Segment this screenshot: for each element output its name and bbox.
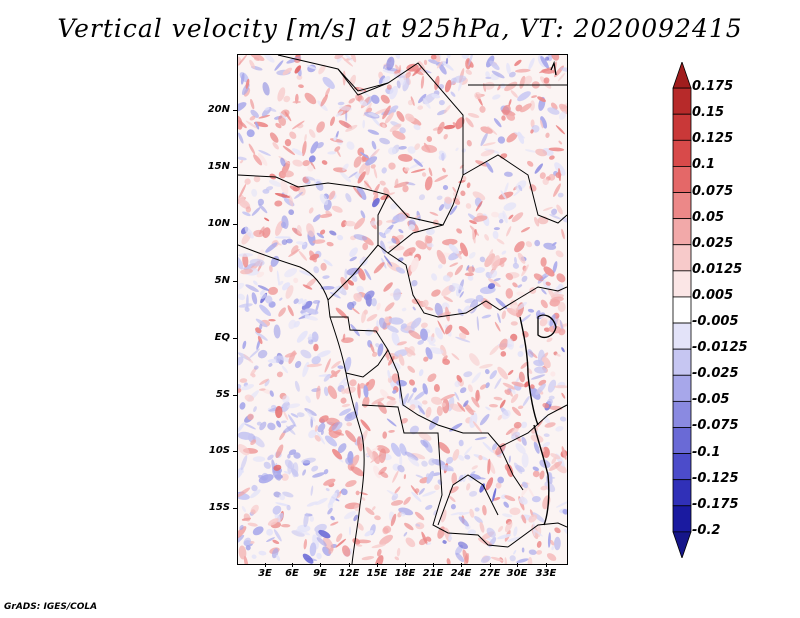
border-line xyxy=(345,349,389,378)
colorbar-level-label: 0.125 xyxy=(692,131,734,147)
border-line xyxy=(361,404,509,548)
lon-tick xyxy=(517,563,518,567)
colorbar-level-label: -0.025 xyxy=(692,366,739,382)
footer-credit: GrADS: IGES/COLA xyxy=(4,602,98,612)
lon-tick xyxy=(292,563,293,567)
colorbar-level-label: 0.0125 xyxy=(692,261,743,277)
colorbar-cell xyxy=(672,505,692,533)
border-line xyxy=(238,55,464,226)
lat-label: 15N xyxy=(207,161,230,172)
lake-outline xyxy=(533,424,550,526)
colorbar-level-label: 0.05 xyxy=(692,209,725,225)
lon-label: 27E xyxy=(479,568,501,579)
colorbar-cell xyxy=(672,62,692,89)
lon-label: 21E xyxy=(422,568,444,579)
lon-label: 12E xyxy=(338,568,360,579)
lat-label: 5N xyxy=(214,275,230,286)
lon-label: 15E xyxy=(366,568,388,579)
border-line xyxy=(337,68,389,92)
country-borders xyxy=(238,55,567,564)
map-title: Vertical velocity [m/s] at 925hPa, VT: 2… xyxy=(57,14,743,43)
lat-label: 15S xyxy=(208,502,230,513)
lake-outline xyxy=(550,60,557,76)
lon-tick xyxy=(433,563,434,567)
vertical-velocity-field xyxy=(238,55,567,564)
lon-tick xyxy=(320,563,321,567)
colorbar-cell xyxy=(672,270,692,298)
colorbar-cell xyxy=(672,218,692,246)
colorbar-cell xyxy=(672,348,692,376)
colorbar-level-label: -0.005 xyxy=(692,314,739,330)
lat-tick xyxy=(233,338,238,339)
colorbar-level-label: 0.1 xyxy=(692,157,716,173)
lat-label: 10S xyxy=(208,445,230,456)
lat-tick xyxy=(233,281,238,282)
lon-label: 18E xyxy=(394,568,416,579)
colorbar-cell xyxy=(672,139,692,167)
lon-label: 30E xyxy=(506,568,528,579)
lon-label: 9E xyxy=(313,568,327,579)
lat-tick xyxy=(233,451,238,452)
lat-tick xyxy=(233,395,238,396)
colorbar-cell xyxy=(672,166,692,193)
colorbar-cell xyxy=(672,87,692,115)
lake-outline xyxy=(519,316,539,426)
colorbar-level-label: -0.0125 xyxy=(692,340,748,356)
lon-label: 33E xyxy=(535,568,557,579)
colorbar-level-label: 0.005 xyxy=(692,287,734,303)
colorbar-cell xyxy=(672,427,692,454)
lon-tick xyxy=(349,563,350,567)
lon-tick xyxy=(265,563,266,567)
lon-tick xyxy=(461,563,462,567)
lat-tick xyxy=(233,167,238,168)
lon-tick xyxy=(490,563,491,567)
colorbar-level-label: -0.05 xyxy=(692,392,730,408)
lon-tick xyxy=(405,563,406,567)
colorbar-level-label: -0.1 xyxy=(692,444,721,460)
lat-label: 20N xyxy=(207,104,230,115)
border-line xyxy=(330,316,524,491)
colorbar-level-label: 0.15 xyxy=(692,105,725,121)
colorbar-level-label: -0.125 xyxy=(692,470,739,486)
border-line xyxy=(462,154,567,224)
lon-tick xyxy=(377,563,378,567)
lat-label: 5S xyxy=(215,389,230,400)
colorbar-cell xyxy=(672,479,692,507)
colorbar-cell xyxy=(672,400,692,428)
colorbar-cell xyxy=(672,192,692,220)
border-line xyxy=(437,474,499,526)
colorbar-level-label: 0.175 xyxy=(692,79,734,95)
speckle-layer xyxy=(238,55,567,564)
colorbar-cell xyxy=(672,453,692,481)
colorbar-cell xyxy=(672,322,692,350)
colorbar-level-label: -0.2 xyxy=(692,522,721,538)
colorbar-cell xyxy=(672,113,692,141)
lat-tick xyxy=(233,224,238,225)
lon-label: 24E xyxy=(450,568,472,579)
border-line xyxy=(377,194,444,254)
lat-tick xyxy=(233,110,238,111)
colorbar-level-label: 0.025 xyxy=(692,235,734,251)
colorbar-cell xyxy=(672,374,692,402)
lat-label: EQ xyxy=(214,332,230,343)
colorbar-cell xyxy=(672,296,692,324)
colorbar-cell xyxy=(672,531,692,558)
colorbar xyxy=(672,62,692,558)
border-line xyxy=(507,522,567,548)
map-panel xyxy=(237,54,568,565)
colorbar-level-label: -0.175 xyxy=(692,496,739,512)
lat-tick xyxy=(233,508,238,509)
colorbar-level-label: 0.075 xyxy=(692,183,734,199)
colorbar-level-label: -0.075 xyxy=(692,418,739,434)
lon-label: 6E xyxy=(285,568,299,579)
colorbar-cell xyxy=(672,244,692,272)
lon-tick xyxy=(546,563,547,567)
lat-label: 10N xyxy=(207,218,230,229)
lake-outline xyxy=(537,314,557,338)
lon-label: 3E xyxy=(258,568,272,579)
border-line xyxy=(387,252,567,318)
border-line xyxy=(327,244,379,301)
